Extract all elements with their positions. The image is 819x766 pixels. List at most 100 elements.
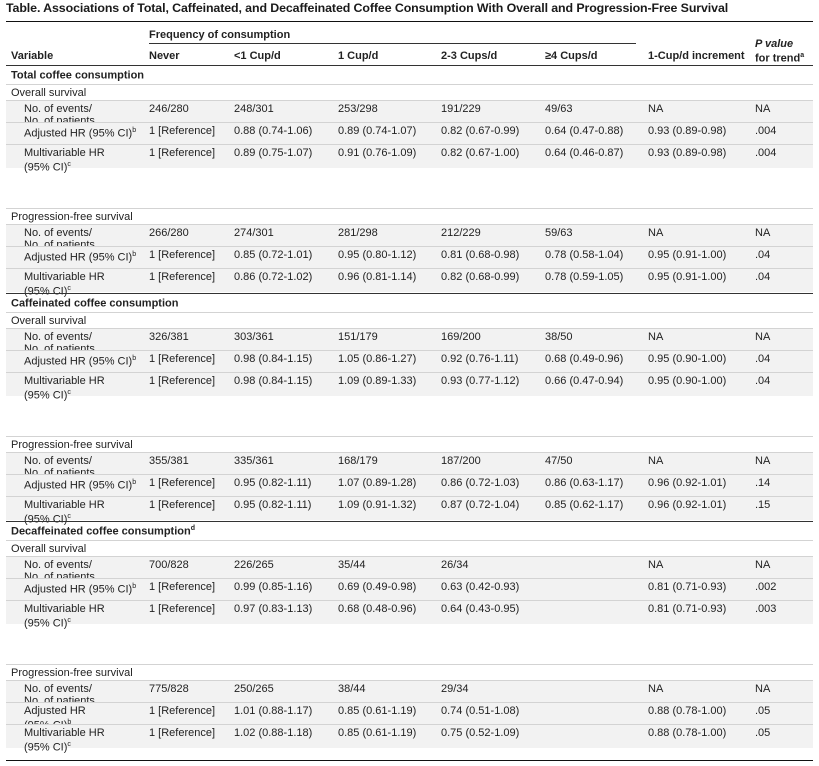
row-label-sup: b — [132, 127, 137, 134]
row-label-text: Multivariable HR — [24, 271, 105, 283]
col-header-2-3cups: 2-3 Cups/d — [441, 50, 498, 62]
cell-2-3-cups: 0.63 (0.42-0.93) — [441, 581, 520, 593]
row-label-text: (95% CI) — [24, 741, 68, 754]
cell-1-cup: 1.09 (0.89-1.33) — [338, 375, 417, 387]
row-label-sup: c — [67, 513, 71, 520]
row-rule — [6, 224, 813, 225]
cell-increment: 0.93 (0.89-0.98) — [648, 147, 727, 159]
row-rule — [6, 350, 813, 351]
cell-2-3-cups: 26/34 — [441, 559, 469, 571]
cell-p-trend: NA — [755, 331, 771, 343]
row-label-text: No. of events/ — [24, 559, 92, 571]
cell-ge4-cups: 0.78 (0.58-1.04) — [545, 249, 624, 261]
cell-1-cup: 151/179 — [338, 331, 378, 343]
subsection-title: Overall survival — [11, 543, 87, 555]
row-label: Adjusted HR (95% CI)b — [24, 249, 136, 264]
row-rule — [6, 144, 813, 145]
row-label-sup: b — [132, 251, 137, 258]
cell-never: 1 [Reference] — [149, 249, 216, 261]
cell-increment: NA — [648, 331, 664, 343]
header-rule — [6, 65, 813, 66]
row-label-text: Multivariable HR — [24, 499, 105, 511]
subsection-rule — [6, 312, 813, 313]
subsection-rule — [6, 436, 813, 437]
cell-lt1-cup: 0.98 (0.84-1.15) — [234, 375, 313, 387]
row-label: Multivariable HR (95% CI)c — [24, 603, 105, 630]
cell-lt1-cup: 303/361 — [234, 331, 274, 343]
row-label: Multivariable HR (95% CI)c — [24, 727, 105, 754]
cell-never: 266/280 — [149, 227, 189, 239]
cell-ge4-cups: 0.68 (0.49-0.96) — [545, 353, 624, 365]
section-title-text: Decaffeinated coffee consumption — [11, 525, 191, 538]
row-label-sup: b — [132, 583, 137, 590]
row-label-text: Multivariable HR — [24, 603, 105, 615]
cell-lt1-cup: 0.89 (0.75-1.07) — [234, 147, 313, 159]
section-title-text: Total coffee consumption — [11, 69, 145, 82]
subsection-rule — [6, 540, 813, 541]
row-label-line1: Adjusted HR (95% CI)b — [24, 249, 136, 264]
cell-increment: 0.95 (0.90-1.00) — [648, 375, 727, 387]
cell-p-trend: .004 — [755, 125, 777, 137]
cell-p-trend: .004 — [755, 147, 777, 159]
cell-increment: 0.93 (0.89-0.98) — [648, 125, 727, 137]
row-band — [6, 578, 813, 600]
row-label-text: Adjusted HR (95% CI) — [24, 127, 133, 140]
row-band — [6, 100, 813, 122]
cell-2-3-cups: 0.64 (0.43-0.95) — [441, 603, 520, 615]
cell-p-trend: .04 — [755, 249, 771, 261]
row-label-sup: c — [67, 285, 71, 292]
cell-2-3-cups: 0.82 (0.68-0.99) — [441, 271, 520, 283]
row-label-text: Adjusted HR (95% CI) — [24, 583, 133, 596]
row-label-sup: b — [132, 479, 137, 486]
row-band — [6, 474, 813, 496]
row-label-sup: b — [67, 719, 72, 726]
cell-2-3-cups: 0.86 (0.72-1.03) — [441, 477, 520, 489]
row-label-sup: c — [67, 741, 71, 748]
row-label-text: (95% CI) — [24, 161, 68, 174]
cell-1-cup: 0.85 (0.61-1.19) — [338, 705, 417, 717]
cell-never: 1 [Reference] — [149, 705, 216, 717]
cell-lt1-cup: 1.02 (0.88-1.18) — [234, 727, 313, 739]
row-label: Multivariable HR (95% CI)c — [24, 375, 105, 402]
col-header-ge4: ≥4 Cups/d — [545, 50, 598, 62]
col-header-never: Never — [149, 50, 180, 62]
cell-never: 1 [Reference] — [149, 271, 216, 283]
row-rule — [6, 372, 813, 373]
cell-increment: 0.95 (0.90-1.00) — [648, 353, 727, 365]
cell-increment: NA — [648, 103, 664, 115]
row-label-line1: Multivariable HR — [24, 727, 105, 739]
cell-never: 326/381 — [149, 331, 189, 343]
row-band — [6, 680, 813, 702]
cell-lt1-cup: 0.99 (0.85-1.16) — [234, 581, 313, 593]
subsection-title: Progression-free survival — [11, 211, 133, 223]
cell-never: 775/828 — [149, 683, 189, 695]
cell-2-3-cups: 0.87 (0.72-1.04) — [441, 499, 520, 511]
cell-ge4-cups: 38/50 — [545, 331, 573, 343]
cell-p-trend: NA — [755, 227, 771, 239]
section-title-sup: d — [190, 525, 195, 532]
cell-2-3-cups: 0.93 (0.77-1.12) — [441, 375, 520, 387]
row-rule — [6, 600, 813, 601]
cell-ge4-cups: 0.86 (0.63-1.17) — [545, 477, 624, 489]
cell-lt1-cup: 274/301 — [234, 227, 274, 239]
cell-p-trend: .002 — [755, 581, 777, 593]
cell-never: 1 [Reference] — [149, 603, 216, 615]
cell-lt1-cup: 248/301 — [234, 103, 274, 115]
cell-2-3-cups: 0.81 (0.68-0.98) — [441, 249, 520, 261]
table-title: Table. Associations of Total, Caffeinate… — [6, 1, 729, 15]
cell-2-3-cups: 212/229 — [441, 227, 481, 239]
row-band — [6, 246, 813, 268]
row-label-text: Adjusted HR (95% CI) — [24, 355, 133, 368]
row-band — [6, 144, 813, 168]
row-label-line1: Multivariable HR — [24, 375, 105, 387]
cell-ge4-cups: 0.64 (0.47-0.88) — [545, 125, 624, 137]
row-label-line1: Adjusted HR (95% CI)b — [24, 353, 136, 368]
row-label-line1: Multivariable HR — [24, 603, 105, 615]
cell-lt1-cup: 0.85 (0.72-1.01) — [234, 249, 313, 261]
frequency-group-rule — [149, 43, 636, 44]
row-label-text: (95% CI) — [24, 617, 68, 630]
cell-p-trend: .05 — [755, 705, 771, 717]
row-label-text: Multivariable HR — [24, 147, 105, 159]
row-label-line1: No. of events/ — [24, 331, 95, 343]
